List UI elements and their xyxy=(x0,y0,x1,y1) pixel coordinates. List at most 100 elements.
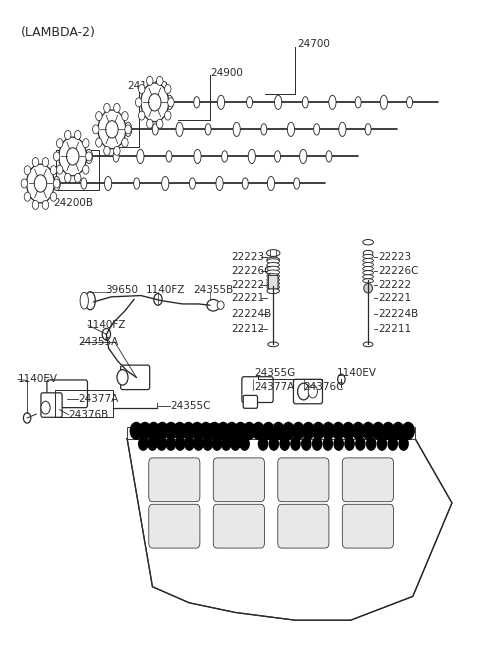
Circle shape xyxy=(217,423,229,440)
Circle shape xyxy=(146,76,153,85)
Ellipse shape xyxy=(363,262,373,266)
Ellipse shape xyxy=(380,95,387,109)
Ellipse shape xyxy=(363,278,373,282)
Ellipse shape xyxy=(364,283,372,293)
Circle shape xyxy=(165,111,171,120)
Circle shape xyxy=(231,437,240,450)
FancyBboxPatch shape xyxy=(149,505,200,548)
Circle shape xyxy=(324,437,333,450)
Circle shape xyxy=(280,437,289,450)
Ellipse shape xyxy=(85,292,96,310)
Circle shape xyxy=(312,423,324,440)
Circle shape xyxy=(399,437,408,450)
Circle shape xyxy=(64,173,71,183)
Bar xyxy=(56,150,99,190)
Ellipse shape xyxy=(124,122,132,136)
Circle shape xyxy=(104,146,110,155)
Ellipse shape xyxy=(267,262,279,267)
Text: 22224B: 22224B xyxy=(378,309,419,319)
Circle shape xyxy=(27,164,54,203)
Ellipse shape xyxy=(326,151,332,162)
Circle shape xyxy=(332,423,344,440)
Ellipse shape xyxy=(266,250,280,256)
Circle shape xyxy=(226,423,238,440)
Ellipse shape xyxy=(363,250,373,256)
Circle shape xyxy=(388,437,397,450)
Ellipse shape xyxy=(268,342,278,347)
Circle shape xyxy=(93,125,99,134)
Ellipse shape xyxy=(275,151,280,162)
FancyBboxPatch shape xyxy=(342,505,394,548)
Ellipse shape xyxy=(365,123,371,135)
Circle shape xyxy=(191,423,203,440)
Text: 22221: 22221 xyxy=(378,293,411,303)
Circle shape xyxy=(323,423,334,440)
Circle shape xyxy=(382,423,394,440)
Circle shape xyxy=(106,121,118,138)
Ellipse shape xyxy=(267,277,279,282)
Text: 22222: 22222 xyxy=(231,280,264,290)
Circle shape xyxy=(141,83,168,121)
Circle shape xyxy=(83,139,89,148)
Circle shape xyxy=(222,437,231,450)
Ellipse shape xyxy=(267,259,279,264)
Ellipse shape xyxy=(288,122,295,136)
Circle shape xyxy=(273,423,284,440)
Ellipse shape xyxy=(162,176,169,191)
Ellipse shape xyxy=(113,151,119,162)
Circle shape xyxy=(367,437,376,450)
Ellipse shape xyxy=(194,150,201,164)
Circle shape xyxy=(32,201,39,209)
Ellipse shape xyxy=(81,178,87,189)
Ellipse shape xyxy=(294,178,300,189)
Ellipse shape xyxy=(80,293,88,309)
Ellipse shape xyxy=(267,274,279,278)
Circle shape xyxy=(148,437,157,450)
Circle shape xyxy=(57,139,63,148)
Circle shape xyxy=(258,437,268,450)
Circle shape xyxy=(57,165,63,174)
Ellipse shape xyxy=(217,301,224,309)
Text: 24900: 24900 xyxy=(210,68,243,78)
Circle shape xyxy=(174,423,186,440)
Circle shape xyxy=(282,423,294,440)
FancyBboxPatch shape xyxy=(268,275,278,289)
Circle shape xyxy=(157,437,166,450)
Circle shape xyxy=(176,437,185,450)
FancyBboxPatch shape xyxy=(47,380,87,408)
Circle shape xyxy=(125,125,131,134)
Circle shape xyxy=(24,413,31,423)
Polygon shape xyxy=(127,439,452,620)
Ellipse shape xyxy=(242,178,248,189)
Circle shape xyxy=(185,437,194,450)
Circle shape xyxy=(302,423,314,440)
Circle shape xyxy=(166,437,176,450)
Circle shape xyxy=(308,385,317,398)
FancyBboxPatch shape xyxy=(120,365,150,390)
Circle shape xyxy=(362,423,374,440)
Ellipse shape xyxy=(222,151,228,162)
Circle shape xyxy=(212,437,222,450)
Text: 22221: 22221 xyxy=(231,293,264,303)
Circle shape xyxy=(182,423,194,440)
Text: 1140FZ: 1140FZ xyxy=(87,320,126,330)
Circle shape xyxy=(53,152,60,161)
Circle shape xyxy=(122,111,128,121)
Text: 24377A: 24377A xyxy=(254,382,294,392)
Circle shape xyxy=(154,294,162,305)
Ellipse shape xyxy=(302,97,308,108)
Ellipse shape xyxy=(267,289,279,294)
Ellipse shape xyxy=(329,95,336,109)
Circle shape xyxy=(114,103,120,113)
Circle shape xyxy=(252,423,264,440)
Circle shape xyxy=(67,148,79,165)
Text: 39650: 39650 xyxy=(106,285,138,295)
Circle shape xyxy=(263,423,275,440)
Circle shape xyxy=(301,437,311,450)
FancyBboxPatch shape xyxy=(293,379,323,404)
Text: 22224B: 22224B xyxy=(231,309,271,319)
Circle shape xyxy=(138,111,145,120)
Circle shape xyxy=(138,85,145,93)
Circle shape xyxy=(122,138,128,147)
Circle shape xyxy=(334,437,343,450)
